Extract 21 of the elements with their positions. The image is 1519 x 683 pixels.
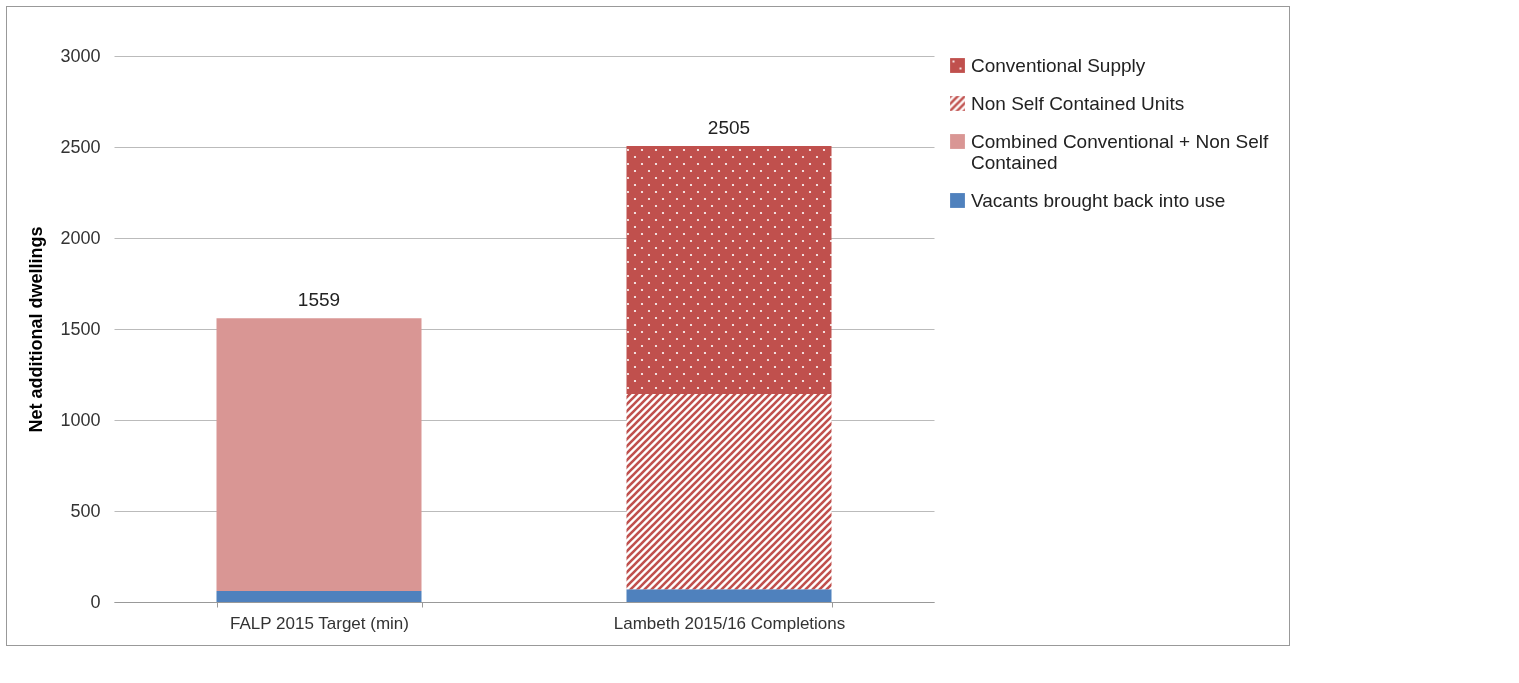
bar: [626, 146, 832, 394]
y-tick-label: 3000: [60, 45, 101, 66]
bar: [626, 393, 832, 590]
legend-label: Non Self Contained Units: [971, 92, 1185, 114]
y-tick-label: 0: [90, 591, 101, 612]
legend-label: Vacants brought back into use: [971, 189, 1226, 211]
y-tick-label: 2000: [60, 227, 101, 248]
bar: [216, 318, 422, 592]
bar: [626, 589, 832, 602]
legend-label: Combined Conventional + Non Self Contained: [971, 130, 1270, 173]
legend-label: Conventional Supply: [971, 54, 1146, 76]
x-tick-label: Lambeth 2015/16 Completions: [613, 613, 846, 633]
y-tick-label: 2500: [60, 136, 101, 157]
y-tick-label: 500: [70, 500, 101, 521]
total-label: 1559: [297, 289, 341, 311]
y-tick-label: 1000: [60, 409, 101, 430]
total-label: 2505: [707, 117, 751, 139]
bar: [216, 591, 422, 602]
x-tick-label: FALP 2015 Target (min): [230, 613, 409, 633]
y-axis-title: Net additional dwellings: [26, 226, 47, 433]
y-tick-label: 1500: [60, 318, 101, 339]
